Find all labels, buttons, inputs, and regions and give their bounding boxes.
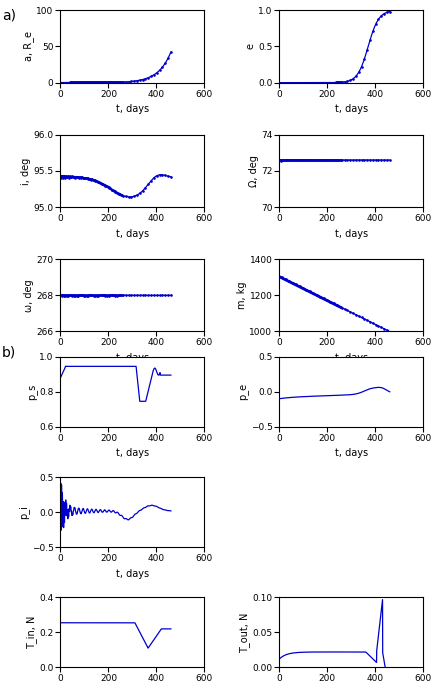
- X-axis label: t, days: t, days: [335, 448, 368, 458]
- Y-axis label: ω, deg: ω, deg: [24, 279, 34, 312]
- X-axis label: t, days: t, days: [116, 104, 149, 114]
- X-axis label: t, days: t, days: [116, 228, 149, 239]
- Y-axis label: p_i: p_i: [19, 505, 29, 519]
- Text: a): a): [2, 8, 16, 22]
- Y-axis label: a, R_e: a, R_e: [23, 32, 34, 61]
- Y-axis label: Ω, deg: Ω, deg: [249, 155, 259, 187]
- X-axis label: t, days: t, days: [335, 228, 368, 239]
- Y-axis label: p_e: p_e: [238, 383, 248, 400]
- Text: b): b): [2, 345, 16, 359]
- X-axis label: t, days: t, days: [335, 104, 368, 114]
- X-axis label: t, days: t, days: [116, 448, 149, 458]
- Y-axis label: T_in, N: T_in, N: [26, 616, 37, 649]
- X-axis label: t, days: t, days: [116, 568, 149, 579]
- Y-axis label: T_out, N: T_out, N: [239, 612, 250, 652]
- Y-axis label: m, kg: m, kg: [237, 281, 248, 309]
- Y-axis label: i, deg: i, deg: [21, 158, 32, 184]
- X-axis label: t, days: t, days: [335, 353, 368, 363]
- Y-axis label: e: e: [246, 43, 256, 50]
- Y-axis label: p_s: p_s: [27, 384, 37, 400]
- X-axis label: t, days: t, days: [116, 353, 149, 363]
